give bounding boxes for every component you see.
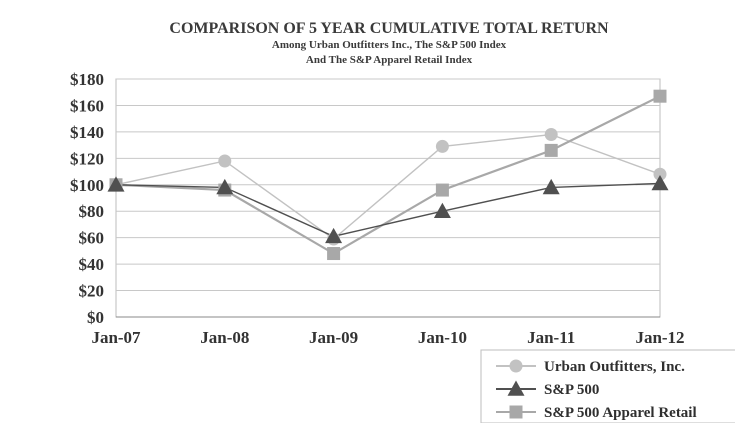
data-point-square [435,183,449,197]
legend-label: S&P 500 [544,382,599,398]
legend: Urban Outfitters, Inc. S&P 500 S&P 500 App… [480,349,735,423]
gridlines [115,78,661,318]
series-line [115,182,661,238]
legend-marker-triangle [507,380,525,396]
data-point-circle [653,167,667,181]
data-point-triangle [216,178,234,195]
data-point-circle [218,154,232,168]
data-point-triangle [325,227,343,244]
legend-item: S&P 500 Apparel Retail [496,405,697,421]
legend-marker-square [509,405,523,419]
legend-marker-circle [509,359,523,373]
legend-box [480,349,735,423]
y-tick-label: $100 [70,176,104,195]
y-tick-label: $40 [79,255,105,274]
y-tick-label: $160 [70,96,104,115]
y-tick-label: $20 [79,282,105,301]
legend-item: Urban Outfitters, Inc. [496,359,685,375]
legend-label: S&P 500 Apparel Retail [544,405,697,421]
chart-subtitle-line-2: And The S&P Apparel Retail Index [306,54,473,66]
y-tick-label: $180 [70,70,104,89]
data-point-square [544,143,558,157]
data-point-circle [435,139,449,153]
data-point-triangle [651,174,669,191]
data-point-triangle [433,202,451,219]
y-tick-label: $140 [70,123,104,142]
series-lines [107,89,669,261]
chart-title: COMPARISON OF 5 YEAR CUMULATIVE TOTAL RE… [169,20,609,37]
y-tick-label: $80 [79,202,105,221]
data-point-square [327,247,341,261]
data-point-triangle [542,178,560,195]
data-point-triangle [107,176,125,192]
series-markers-square [109,89,667,261]
y-tick-label: $120 [70,149,104,168]
x-tick-label: Jan-08 [200,328,249,347]
axes: $0 $20 $40 $60 $80 $100 $120 $140 $160 $180 Jan-07… [70,70,685,347]
x-tick-label: Jan-11 [527,328,575,347]
x-tick-label: Jan-07 [91,328,141,347]
series-line [115,95,661,255]
series-square [115,95,661,255]
x-tick-label: Jan-10 [418,328,467,347]
data-point-square [653,89,667,103]
x-tick-label: Jan-12 [635,328,684,347]
plot-area [115,78,661,318]
series-markers-triangle [107,174,669,244]
series-triangle [115,182,661,238]
chart-subtitle-line-1: Among Urban Outfitters Inc., The S&P 500… [272,39,507,51]
x-tick-label: Jan-09 [309,328,358,347]
y-tick-label: $0 [87,308,104,327]
y-tick-label: $60 [79,229,105,248]
data-point-circle [544,128,558,142]
legend-label: Urban Outfitters, Inc. [544,359,685,375]
legend-item: S&P 500 [496,380,599,398]
